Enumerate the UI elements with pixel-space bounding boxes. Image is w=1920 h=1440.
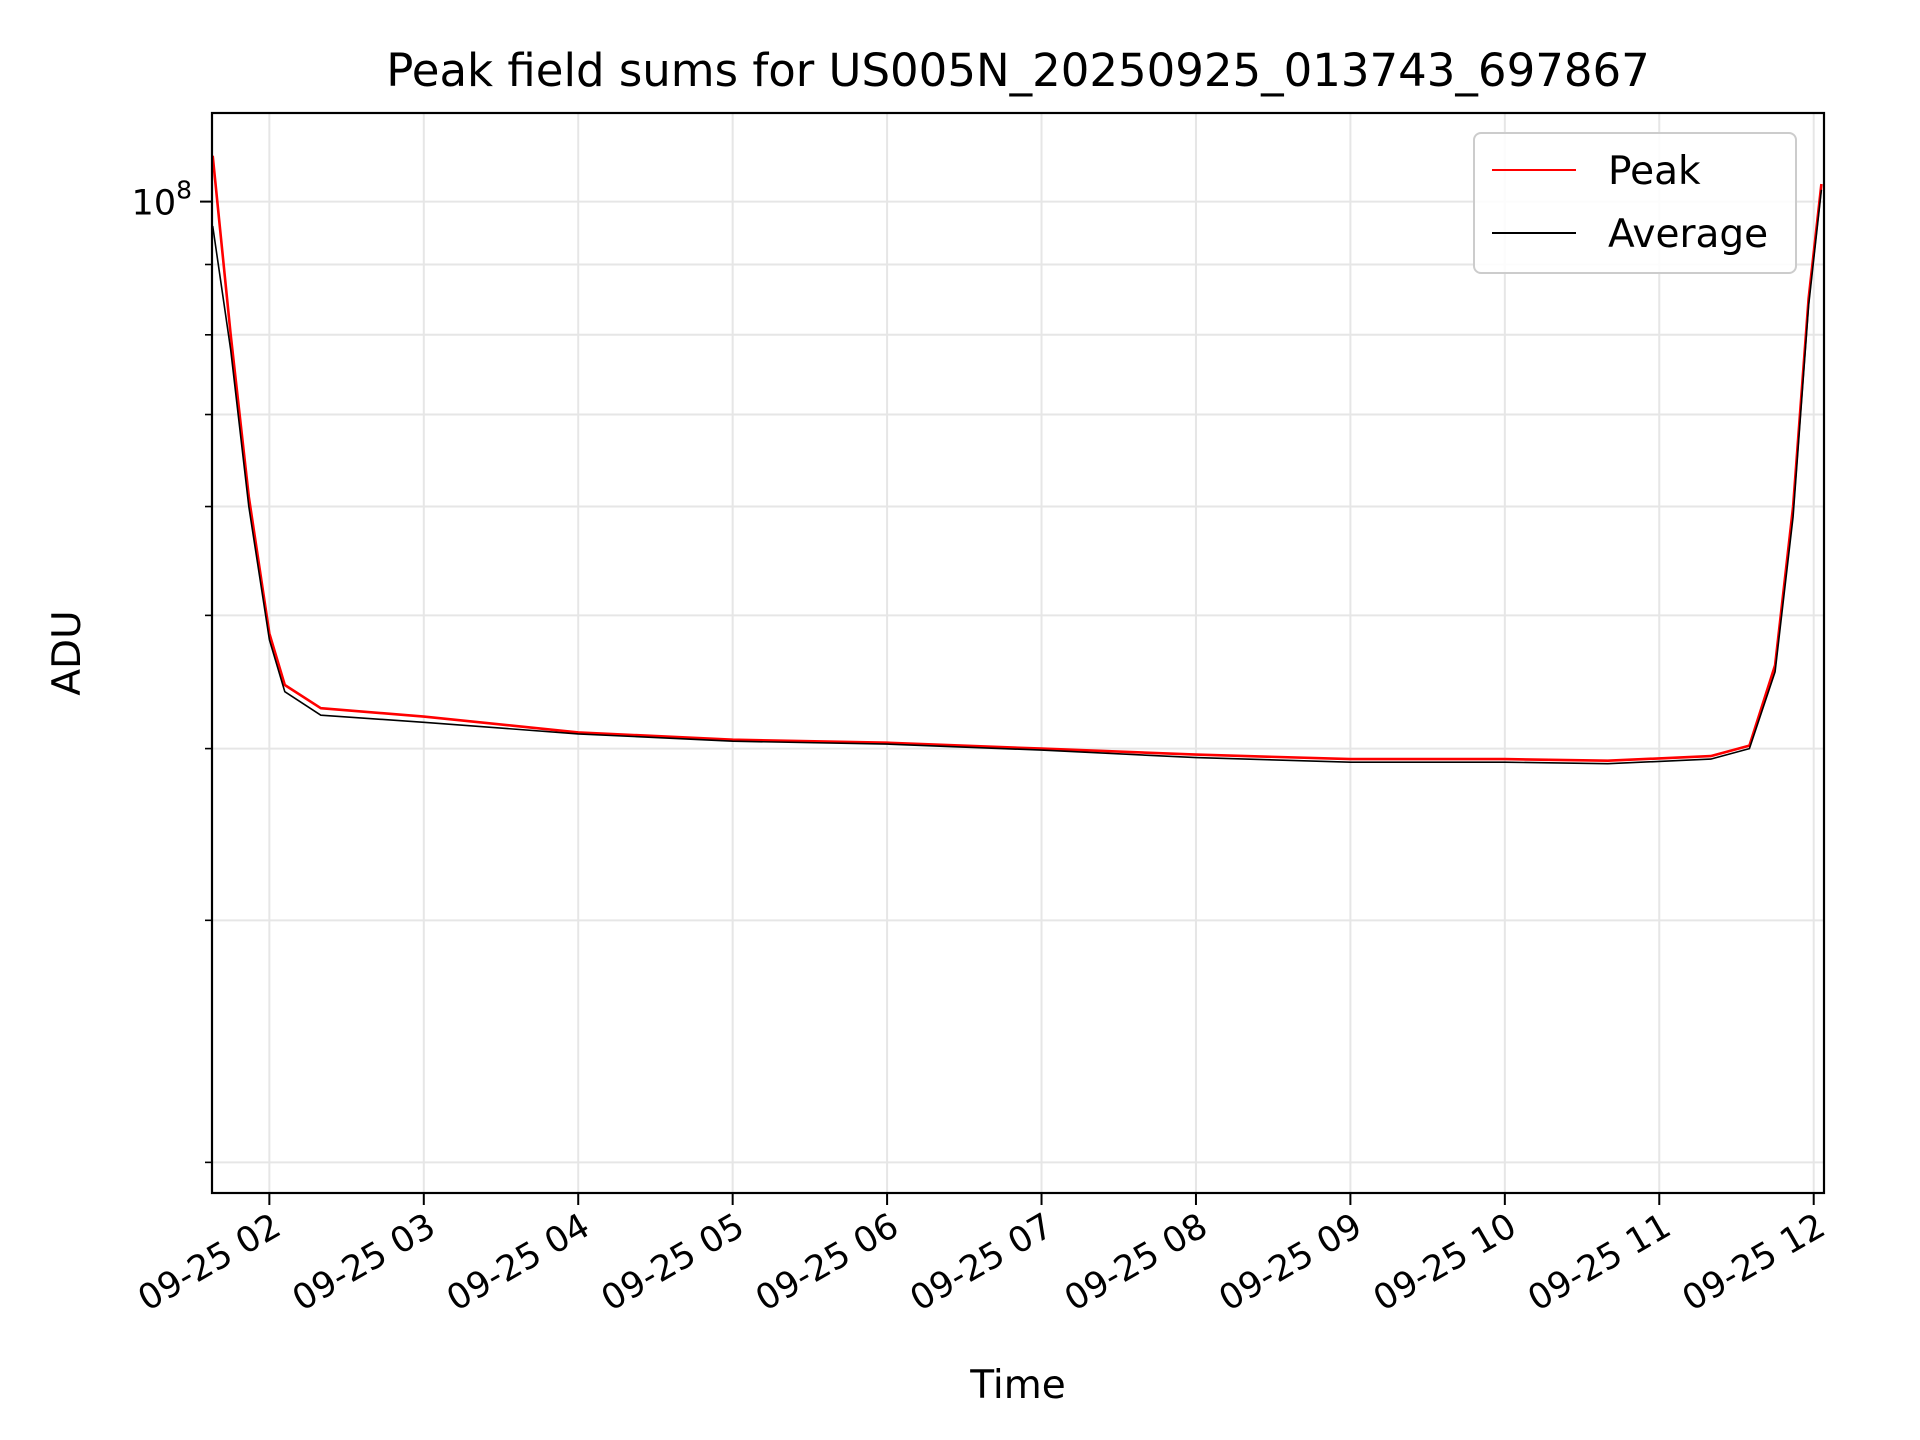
series-line-average [211,189,1823,765]
legend-box [1473,132,1797,274]
plot-lines [211,155,1823,765]
plot-frame [210,111,1826,1195]
x-axis-label: Time [969,1363,1065,1408]
x-tick-label: 09-25 09 [1213,1206,1369,1319]
x-tick-label: 09-25 07 [904,1206,1060,1319]
grid [212,113,1824,1193]
y-axis-label: ADU [45,610,90,695]
chart-title: Peak field sums for US005N_20250925_0137… [386,44,1649,97]
x-tick-label: 09-25 08 [1058,1206,1214,1319]
x-tick-label: 09-25 02 [132,1206,288,1319]
x-tick-label: 09-25 06 [749,1206,905,1319]
legend-label-average: Average [1608,212,1768,257]
x-tick-label: 09-25 11 [1521,1206,1677,1319]
x-tick-label: 09-25 03 [286,1206,442,1319]
y-tick-label: 108 [132,176,192,224]
x-tick-label: 09-25 05 [595,1206,751,1319]
x-tick-label: 09-25 04 [440,1206,596,1319]
series-line-peak [211,155,1823,763]
y-tick-base: 10 [132,184,177,224]
y-tick-exponent: 8 [176,176,192,205]
legend: Peak Average [1473,132,1797,274]
x-tick-label: 09-25 10 [1367,1206,1523,1319]
legend-label-peak: Peak [1608,149,1701,194]
x-tick-label: 09-25 12 [1676,1206,1832,1319]
